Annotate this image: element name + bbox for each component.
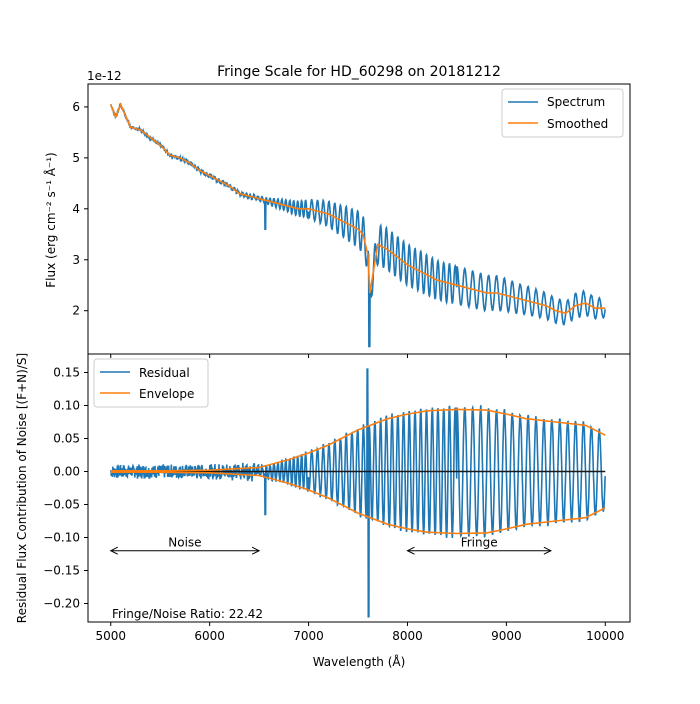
legend-envelope-label: Envelope [139, 387, 194, 401]
x-tick-label: 5000 [95, 629, 126, 643]
fringe-noise-ratio: Fringe/Noise Ratio: 22.42 [112, 607, 263, 621]
bottom-plot-frame [87, 353, 631, 623]
noise-range-arrow [109, 546, 261, 555]
top-panel: Fringe Scale for HD_60298 on 20181212 1e… [43, 64, 631, 358]
bottom-y-tick-label: 0.05 [53, 431, 80, 445]
bottom-y-tick-label: −0.10 [43, 531, 80, 545]
x-tick-label: 7000 [293, 629, 324, 643]
bottom-y-axis-label: Residual Flux Contribution of Noise [(F+… [15, 353, 29, 623]
top-legend-box [501, 88, 624, 138]
y-offset-label: 1e-12 [87, 69, 122, 83]
x-tick-label: 10000 [586, 629, 624, 643]
bottom-y-tick-label: 0.00 [53, 464, 80, 478]
legend-spectrum-label: Spectrum [547, 95, 605, 109]
top-y-axis-label: Flux (erg cm⁻² s⁻¹ Å⁻¹) [43, 152, 58, 287]
bottom-y-tick-label: −0.15 [43, 564, 80, 578]
bottom-panel: Residual Flux Contribution of Noise [(F+… [15, 353, 631, 669]
arrow-head-right [543, 546, 552, 555]
top-y-tick-label: 6 [72, 100, 80, 114]
fringe-label: Fringe [461, 536, 498, 550]
top-y-tick-label: 2 [72, 304, 80, 318]
top-y-tick-label: 4 [72, 202, 80, 216]
noise-label: Noise [168, 536, 201, 550]
x-axis-label: Wavelength (Å) [313, 654, 406, 669]
top-y-ticks: 2 3 4 5 6 [72, 100, 606, 358]
legend-smoothed-label: Smoothed [547, 117, 608, 131]
legend-residual-label: Residual [139, 366, 190, 380]
bottom-legend: Residual Envelope [93, 358, 209, 408]
arrow-head-left [109, 546, 118, 555]
bottom-y-tick-label: −0.20 [43, 597, 80, 611]
bottom-y-tick-label: 0.10 [53, 398, 80, 412]
arrow-head-left [406, 546, 415, 555]
fringe-range-arrow [406, 546, 552, 555]
top-legend: Spectrum Smoothed [501, 88, 624, 138]
smoothed-line [109, 102, 606, 315]
top-y-tick-label: 3 [72, 253, 80, 267]
bottom-y-ticks: 0.15 0.10 0.05 0.00 −0.05 −0.10 −0.15 −0.20 [43, 365, 88, 611]
arrow-head-right [251, 546, 261, 555]
x-tick-label: 8000 [392, 629, 423, 643]
envelope-upper-line [110, 408, 606, 472]
bottom-y-tick-label: 0.15 [53, 365, 80, 379]
bottom-legend-box [93, 358, 209, 408]
x-tick-label: 6000 [194, 629, 225, 643]
bottom-y-tick-label: −0.05 [43, 498, 80, 512]
bottom-x-ticks: 5000 6000 7000 8000 9000 10000 [95, 622, 624, 643]
x-tick-label: 9000 [491, 629, 522, 643]
envelope-lower-line [110, 471, 606, 535]
top-y-tick-label: 5 [72, 151, 80, 165]
chart-title: Fringe Scale for HD_60298 on 20181212 [217, 64, 501, 80]
